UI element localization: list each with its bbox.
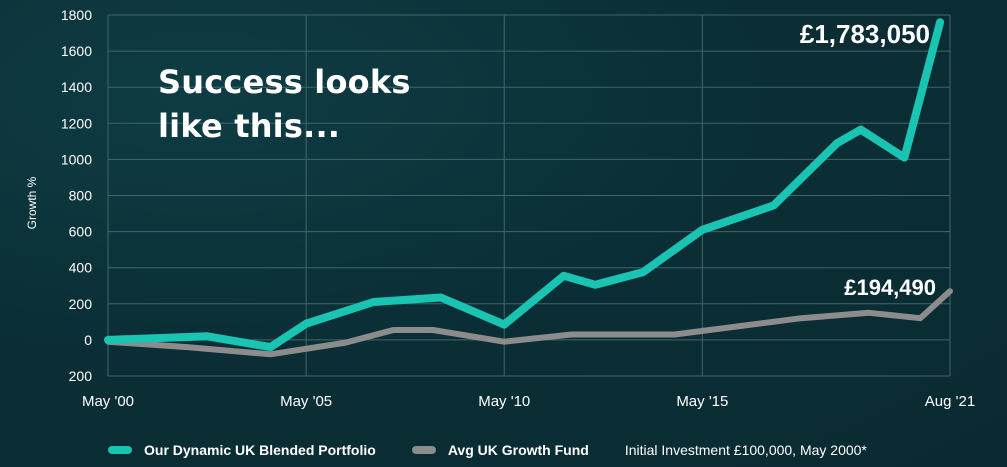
end-label-growth-fund: £194,490	[844, 275, 936, 300]
y-axis-label: Growth %	[25, 176, 39, 229]
legend-swatch-growth-fund	[411, 446, 436, 454]
series-line-portfolio	[104, 18, 945, 352]
investment-note: Initial Investment £100,000, May 2000*	[624, 442, 867, 458]
axes: 200 0 200 400 600 800 1000 1200 1400 1600 1800 May …	[61, 7, 975, 410]
x-tick-label: May '00	[82, 393, 134, 410]
y-tick-label: 200	[69, 368, 93, 384]
x-tick-label: May '15	[676, 393, 728, 410]
x-tick-label: May '10	[478, 393, 530, 410]
x-tick-label: Aug '21	[925, 393, 975, 410]
y-tick-label: 800	[69, 188, 93, 204]
series-line-growth-fund	[105, 288, 953, 358]
y-tick-label: 1800	[61, 7, 92, 23]
legend-item-growth-fund: Avg UK Growth Fund	[411, 442, 589, 458]
grid-lines	[107, 14, 951, 377]
y-tick-label: 200	[69, 296, 93, 312]
y-tick-label: 400	[69, 260, 93, 276]
y-tick-label: 600	[69, 224, 93, 240]
y-tick-label: 1400	[61, 79, 92, 95]
end-label-portfolio: £1,783,050	[800, 19, 930, 49]
legend-note: Initial Investment £100,000, May 2000*	[625, 442, 867, 458]
legend-swatch-portfolio	[108, 446, 132, 454]
x-tick-label: May '05	[280, 393, 332, 410]
headline-line-2: like this...	[158, 107, 341, 145]
y-tick-label: 1200	[61, 115, 92, 131]
y-tick-label: 1000	[61, 151, 92, 167]
y-tick-label: 1600	[61, 43, 92, 59]
legend-label-growth-fund: Avg UK Growth Fund	[447, 442, 589, 458]
legend-item-portfolio: Our Dynamic UK Blended Portfolio	[108, 442, 376, 458]
end-value-labels: £1,783,050 £194,490	[800, 19, 936, 300]
legend-label-portfolio: Our Dynamic UK Blended Portfolio	[144, 442, 376, 458]
y-tick-label: 0	[84, 332, 92, 348]
headline: Success looks like this...	[158, 60, 411, 148]
series-lines	[104, 18, 953, 358]
headline-line-1: Success looks	[158, 63, 411, 101]
legend: Our Dynamic UK Blended Portfolio Avg UK …	[108, 440, 998, 460]
